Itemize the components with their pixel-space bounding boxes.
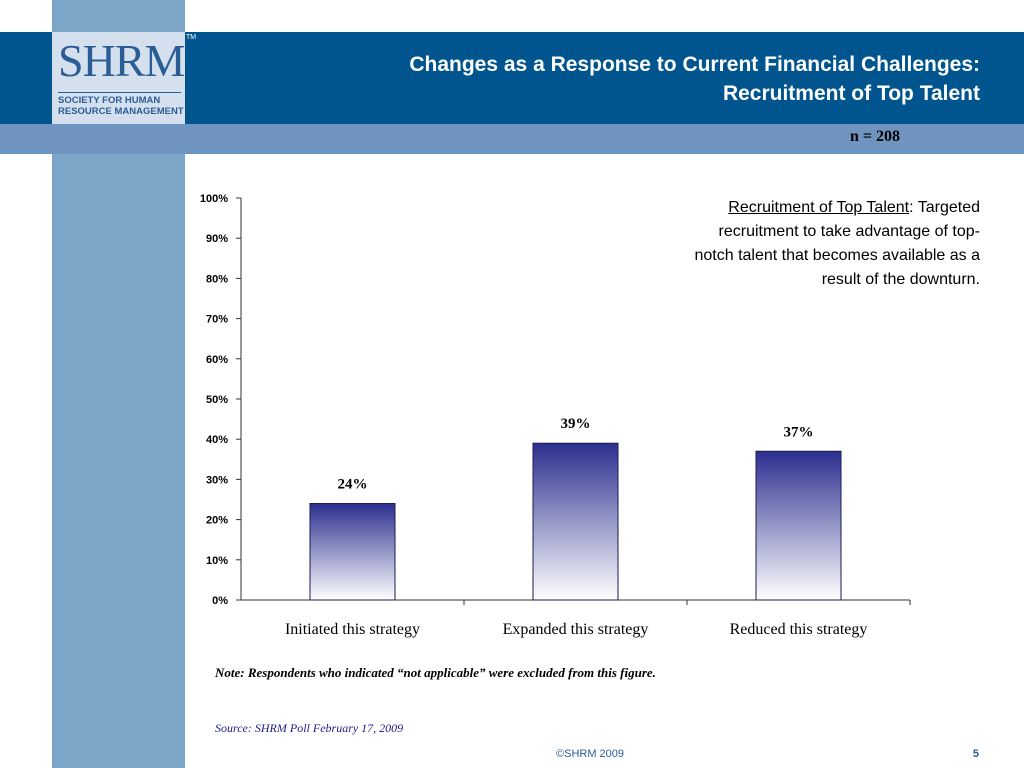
- figure-source: Source: SHRM Poll February 17, 2009: [215, 721, 404, 735]
- y-tick-label: 20%: [206, 515, 228, 527]
- page-number: 5: [972, 748, 979, 760]
- y-tick-label: 90%: [206, 233, 228, 245]
- y-tick-label: 0%: [212, 595, 228, 607]
- bar-value-label: 37%: [784, 424, 814, 440]
- footer-copyright: ©SHRM 2009: [556, 748, 625, 760]
- slide-title: Changes as a Response to Current Financi…: [260, 50, 980, 108]
- y-tick-label: 70%: [206, 314, 228, 326]
- slide-title-line2: Recruitment of Top Talent: [722, 82, 980, 105]
- logo-rule: [58, 92, 181, 93]
- y-tick-label: 10%: [206, 555, 228, 567]
- logo-subtitle-line1: SOCIETY FOR HUMAN: [58, 95, 161, 106]
- logo-text: SHRM: [58, 35, 185, 86]
- y-tick-label: 80%: [206, 273, 228, 285]
- annotation: Recruitment of Top Talent: Targeted recr…: [680, 196, 980, 292]
- y-tick-label: 100%: [200, 193, 228, 205]
- sub-band: [0, 124, 1024, 154]
- y-tick-label: 40%: [206, 434, 228, 446]
- x-category-label: Expanded this strategy: [503, 621, 649, 638]
- annotation-colon: :: [909, 199, 914, 216]
- shrm-logo: [52, 32, 185, 124]
- logo-trademark: TM: [186, 34, 197, 41]
- bar-value-label: 39%: [561, 416, 591, 432]
- figure-note: Note: Respondents who indicated “not app…: [215, 665, 656, 680]
- x-category-label: Initiated this strategy: [285, 621, 420, 638]
- annotation-description: Targeted recruitment to take advantage o…: [694, 199, 980, 288]
- annotation-term: Recruitment of Top Talent: [728, 199, 910, 216]
- y-tick-label: 60%: [206, 354, 228, 366]
- bar: [755, 450, 842, 601]
- bar-value-label: 24%: [338, 477, 368, 493]
- bar-chart: 0% 10% 20% 30% 40% 50% 60% 70% 80% 90% 100% 24% Init…: [200, 193, 911, 638]
- sample-size: n = 208: [849, 128, 900, 145]
- slide-title-line1: Changes as a Response to Current Financi…: [409, 53, 980, 76]
- bar: [532, 442, 619, 601]
- logo-subtitle: SOCIETY FOR HUMAN RESOURCE MANAGEMENT: [58, 95, 184, 117]
- y-tick-label: 50%: [206, 394, 228, 406]
- logo-subtitle-line2: RESOURCE MANAGEMENT: [58, 106, 184, 117]
- y-tick-label: 30%: [206, 474, 228, 486]
- x-category-label: Reduced this strategy: [730, 621, 868, 638]
- bar: [309, 503, 396, 601]
